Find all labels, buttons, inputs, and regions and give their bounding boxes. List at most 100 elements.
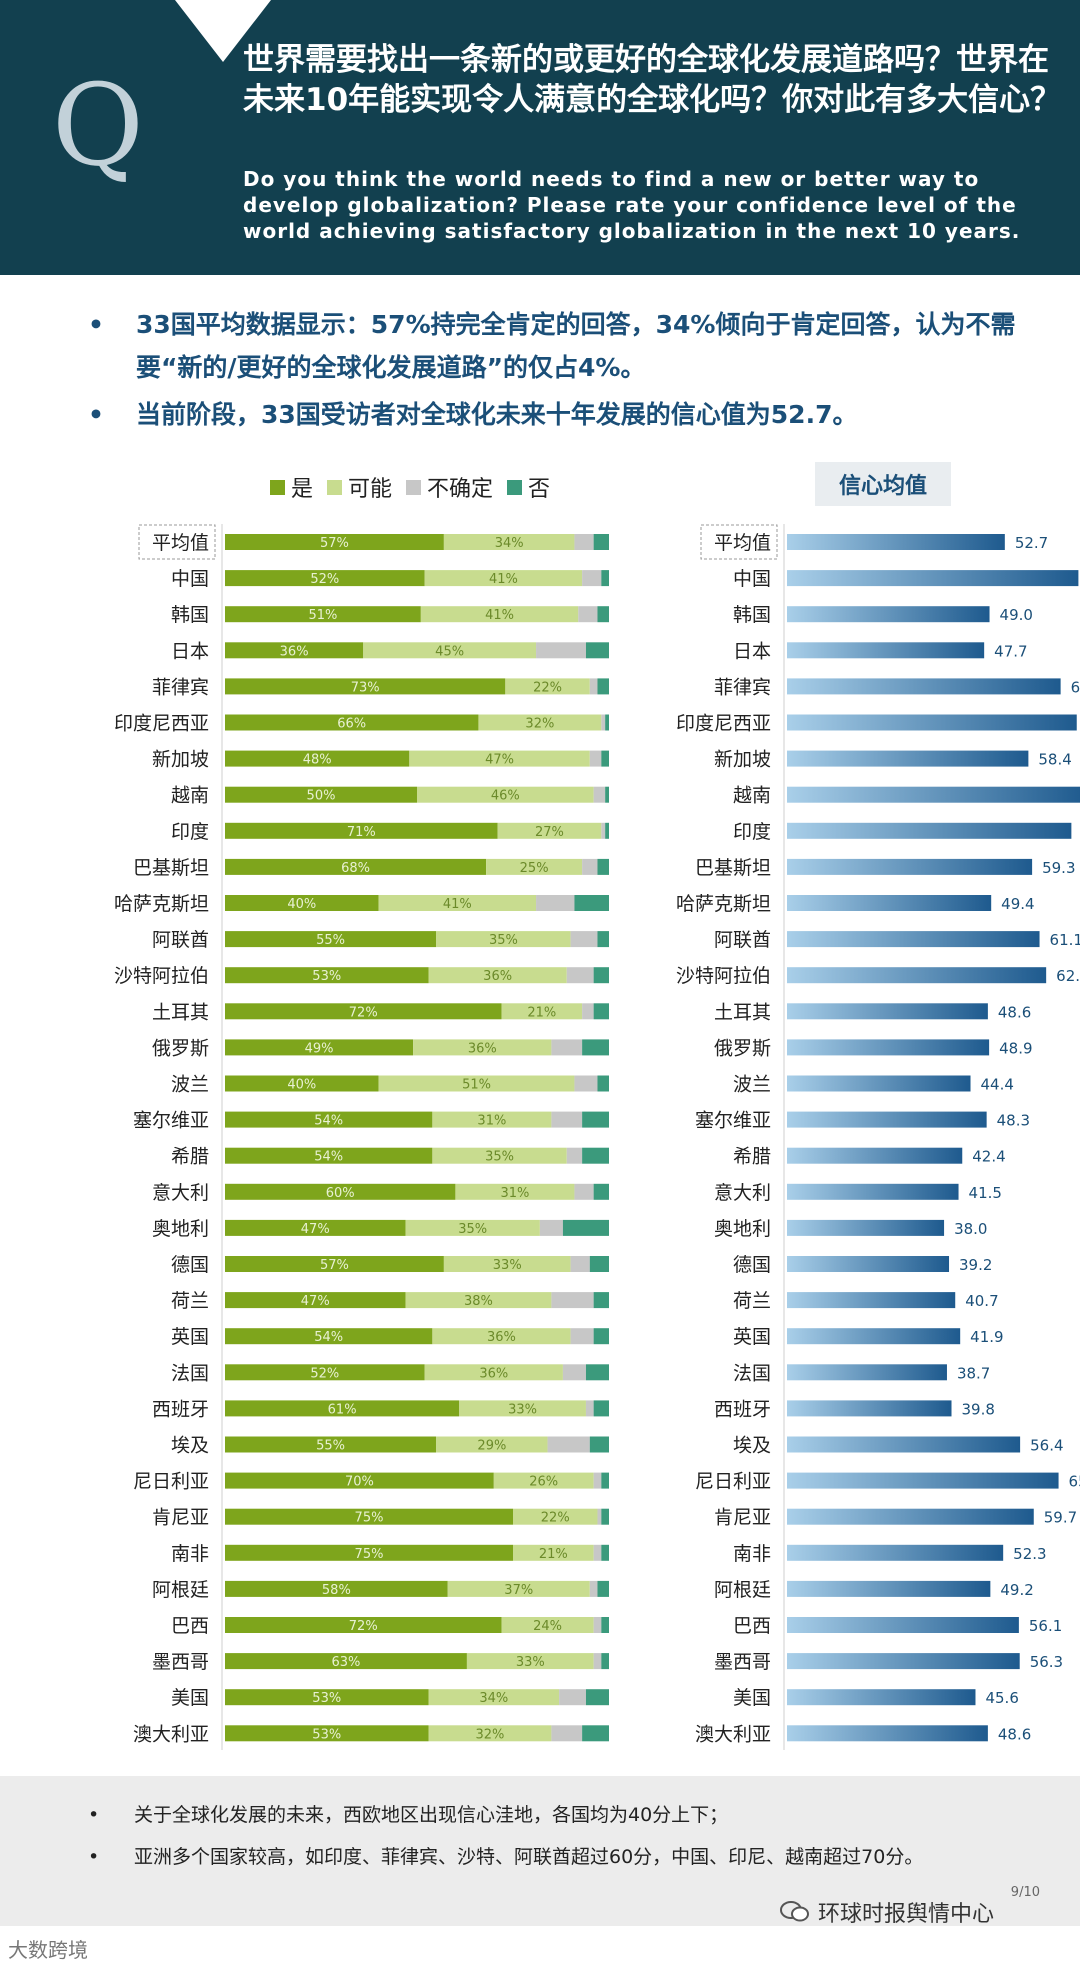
category-label: 肯尼亚 — [714, 1507, 771, 1529]
stacked-bar-label: 47% — [301, 1222, 330, 1237]
category-label: 美国 — [733, 1687, 771, 1709]
average-label-box — [700, 524, 778, 560]
stacked-bar-segment — [424, 570, 583, 587]
stacked-bar-segment — [593, 1472, 602, 1489]
stacked-bar-segment — [428, 967, 567, 984]
stacked-bar-label: 40% — [287, 1078, 316, 1093]
confidence-value-label: 48.6 — [998, 1003, 1031, 1021]
stacked-bar-segment — [424, 1364, 563, 1381]
stacked-bar-segment — [593, 1653, 602, 1670]
confidence-bar — [787, 1219, 945, 1236]
confidence-value-label: 56.1 — [1029, 1617, 1062, 1635]
category-label: 法国 — [171, 1362, 209, 1384]
stacked-bar-segment — [225, 1256, 444, 1272]
stacked-bar-segment — [413, 1039, 552, 1056]
category-label: 印度 — [171, 821, 209, 843]
legend-swatch — [507, 479, 523, 495]
stacked-bar-label: 68% — [341, 861, 370, 876]
confidence-bar — [787, 606, 990, 623]
stacked-bar-segment — [551, 1292, 594, 1309]
stacked-bar-label: 21% — [527, 1005, 556, 1020]
stacked-bar-segment — [225, 678, 506, 695]
stacked-bar-segment — [428, 1725, 552, 1742]
stacked-bar-segment — [582, 1725, 609, 1742]
stacked-bar-segment — [574, 895, 609, 911]
stacked-bar-label: 63% — [332, 1655, 361, 1670]
stacked-bar-segment — [589, 750, 602, 767]
stacked-bar-segment — [225, 1364, 425, 1381]
stacked-bar-segment — [570, 931, 598, 948]
stacked-bar-segment — [225, 1544, 513, 1561]
question-title-en: Do you think the world needs to find a n… — [243, 167, 1021, 243]
confidence-bar — [787, 1328, 961, 1345]
category-label: 阿根廷 — [714, 1579, 771, 1601]
category-label: 新加坡 — [152, 749, 209, 771]
stacked-bar-label: 26% — [529, 1475, 558, 1490]
stacked-bar-label: 29% — [477, 1439, 506, 1454]
stacked-bar-segment — [443, 534, 575, 550]
stacked-bar-segment — [593, 1400, 609, 1417]
confidence-bar — [787, 1147, 963, 1164]
category-label: 意大利 — [152, 1182, 209, 1204]
confidence-value-label: 49.2 — [1000, 1581, 1033, 1599]
stacked-bar-segment — [486, 858, 583, 875]
confidence-bar — [787, 1364, 947, 1381]
stacked-bar-label: 32% — [476, 1727, 505, 1742]
category-label: 菲律宾 — [714, 676, 771, 698]
stacked-bar-segment — [551, 1039, 583, 1056]
stacked-bar-label: 53% — [312, 969, 341, 984]
stacked-bar-segment — [589, 1580, 598, 1597]
stacked-bar-segment — [466, 1653, 594, 1670]
stacked-bar-segment — [225, 1580, 448, 1597]
confidence-bar — [787, 786, 1080, 803]
wechat-account: 环球时报舆情中心 — [780, 1896, 994, 1928]
confidence-bar — [787, 1256, 950, 1272]
stacked-bar-segment — [589, 1256, 609, 1272]
category-label: 沙特阿拉伯 — [114, 965, 209, 987]
category-label: 印度尼西亚 — [676, 713, 771, 735]
header-banner: Q 世界需要找出一条新的或更好的全球化发展道路吗？世界在未来10年能实现令人满意… — [0, 0, 1080, 275]
confidence-bar — [787, 1292, 956, 1309]
stacked-bar-segment — [459, 1400, 586, 1417]
category-label: 新加坡 — [714, 749, 771, 771]
category-label: 希腊 — [733, 1146, 771, 1168]
stacked-bar-label: 53% — [312, 1727, 341, 1742]
stacked-bar-segment — [582, 1111, 609, 1128]
confidence-value-label: 58.4 — [1038, 751, 1071, 769]
footer-notes: 关于全球化发展的未来，西欧地区出现信心洼地，各国均为40分上下； 亚洲多个国家较… — [0, 1776, 1080, 1926]
stacked-bar-label: 45% — [435, 644, 464, 659]
stacked-bar-label: 35% — [485, 1150, 514, 1165]
stacked-bar-segment — [593, 1328, 609, 1345]
category-label: 肯尼亚 — [152, 1507, 209, 1529]
confidence-value-label: 52.3 — [1013, 1545, 1046, 1563]
stacked-bar-label: 35% — [489, 933, 518, 948]
stacked-bar-segment — [225, 1617, 502, 1633]
stacked-bar-segment — [225, 1400, 460, 1417]
category-label: 日本 — [733, 640, 771, 662]
stacked-bar-label: 34% — [479, 1691, 508, 1706]
confidence-bar — [787, 1003, 988, 1020]
confidence-value-label: 38.7 — [957, 1364, 990, 1382]
stacked-bar-segment — [582, 570, 602, 587]
category-label: 哈萨克斯坦 — [114, 893, 209, 915]
legend-label: 是 — [291, 477, 314, 502]
confidence-value-label: 48.9 — [999, 1039, 1032, 1057]
category-label: 波兰 — [171, 1074, 209, 1096]
stacked-bar-segment — [570, 1328, 594, 1345]
stacked-bar-label: 31% — [500, 1186, 529, 1201]
stacked-bar-segment — [447, 1580, 590, 1597]
stacked-bar-label: 21% — [539, 1547, 568, 1562]
category-label: 尼日利亚 — [695, 1471, 771, 1493]
category-label: 英国 — [733, 1326, 771, 1348]
stacked-bar-label: 46% — [491, 789, 520, 804]
confidence-value-label: 59.3 — [1042, 859, 1075, 877]
stacked-bar-segment — [536, 642, 586, 659]
stacked-bar-segment — [225, 1436, 437, 1453]
stacked-bar-segment — [574, 534, 594, 550]
q-letter-icon: Q — [52, 61, 144, 191]
stacked-bar-label: 33% — [508, 1402, 537, 1417]
confidence-value-label: 65.7 — [1069, 1473, 1080, 1491]
stacked-bar-label: 54% — [314, 1114, 343, 1129]
stacked-bar-segment — [551, 1111, 583, 1128]
summary-item: 33国平均数据显示：57%持完全肯定的回答，34%倾向于肯定回答，认为不需要“新… — [88, 303, 1048, 389]
